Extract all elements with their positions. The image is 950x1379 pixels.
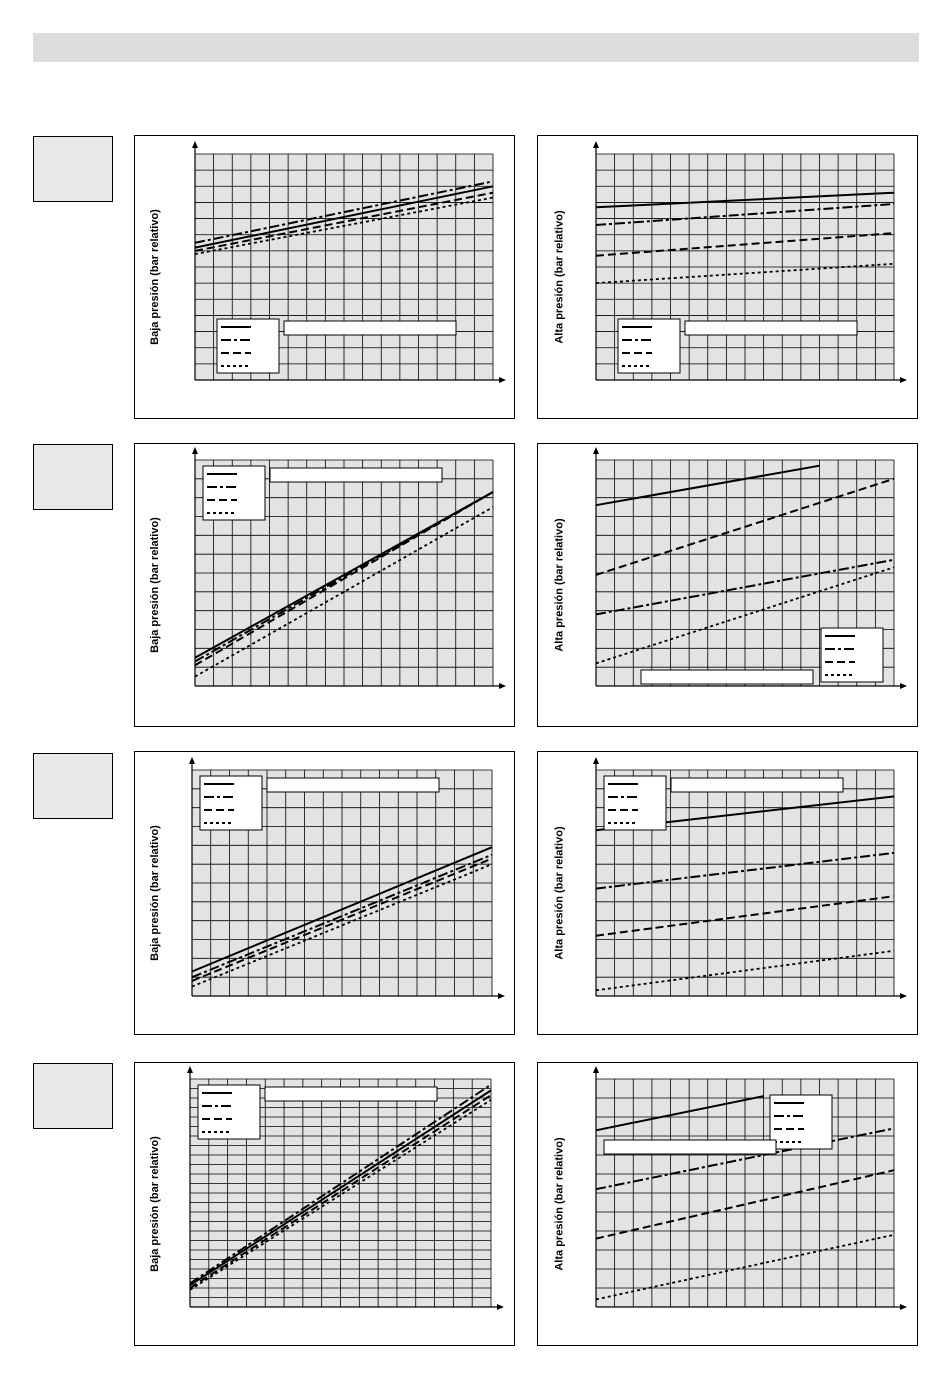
chart-svg bbox=[192, 447, 506, 689]
chart-svg bbox=[187, 1066, 504, 1310]
series-line-dash-dot bbox=[189, 1083, 492, 1285]
x-axis-arrow bbox=[900, 1304, 907, 1310]
chart-svg bbox=[189, 757, 505, 999]
row-marker-box-1 bbox=[33, 136, 113, 202]
chart-svg bbox=[593, 447, 907, 689]
row-marker-box-3 bbox=[33, 753, 113, 819]
legend-caption-box bbox=[264, 1086, 438, 1102]
chart-svg bbox=[593, 141, 907, 383]
series-line-dotted bbox=[595, 1233, 895, 1301]
legend-caption-box bbox=[684, 320, 858, 336]
series-line-dash-dot bbox=[191, 853, 493, 979]
series-line-dashed bbox=[595, 895, 895, 937]
chart-panel-row3-right: Alta presión (bar relativo) bbox=[537, 751, 918, 1035]
chart-panel-row2-left: Baja presión (bar relativo) bbox=[134, 443, 515, 727]
y-axis-label: Baja presión (bar relativo) bbox=[149, 517, 161, 653]
y-axis-arrow bbox=[593, 447, 599, 454]
series-line-dotted bbox=[595, 566, 895, 665]
series-line-dash-dot bbox=[194, 491, 494, 663]
series-line-solid bbox=[595, 1095, 764, 1132]
y-axis-arrow bbox=[593, 1066, 599, 1073]
legend-caption-box bbox=[269, 467, 443, 483]
series-line-dash-dot bbox=[595, 1127, 895, 1191]
chart-svg bbox=[593, 1066, 907, 1310]
chart-panel-row1-left: Baja presión (bar relativo) bbox=[134, 135, 515, 419]
legend-caption-box bbox=[640, 669, 814, 685]
series-line-dotted bbox=[595, 949, 895, 992]
y-axis-label: Baja presión (bar relativo) bbox=[149, 209, 161, 345]
grid bbox=[194, 153, 494, 381]
chart-svg bbox=[192, 141, 506, 383]
legend-caption-box bbox=[670, 777, 844, 793]
series-line-dotted bbox=[194, 196, 494, 255]
y-axis-arrow bbox=[192, 447, 198, 454]
header-band bbox=[33, 33, 919, 62]
y-axis-label: Alta presión (bar relativo) bbox=[554, 518, 567, 652]
chart-panel-row2-right: Alta presión (bar relativo) bbox=[537, 443, 918, 727]
series-line-dotted bbox=[189, 1099, 492, 1291]
y-axis-arrow bbox=[192, 141, 198, 148]
series-line-solid bbox=[191, 846, 493, 973]
series-line-dashed bbox=[194, 491, 494, 667]
y-axis-label: Baja presión (bar relativo) bbox=[149, 1136, 161, 1272]
grid bbox=[191, 769, 493, 997]
row-marker-box-2 bbox=[33, 444, 113, 510]
x-axis-arrow bbox=[499, 377, 506, 383]
y-axis-label: Alta presión (bar relativo) bbox=[554, 826, 567, 960]
series-line-dashed bbox=[595, 1169, 895, 1240]
series-line-dash-dot bbox=[595, 558, 895, 616]
series-line-dashed bbox=[595, 477, 895, 576]
series-line-dotted bbox=[595, 262, 895, 284]
series-line-dashed bbox=[595, 232, 895, 257]
chart-panel-row4-right: Alta presión (bar relativo) bbox=[537, 1062, 918, 1346]
chart-panel-row4-left: Baja presión (bar relativo) bbox=[134, 1062, 515, 1346]
chart-svg bbox=[593, 757, 907, 999]
y-axis-label: Baja presión (bar relativo) bbox=[149, 825, 161, 961]
series-line-dashed bbox=[191, 857, 493, 982]
legend-caption-box bbox=[283, 320, 457, 336]
series-line-solid bbox=[194, 185, 494, 249]
series-line-dash-dot bbox=[194, 180, 494, 244]
x-axis-arrow bbox=[497, 1304, 504, 1310]
chart-panel-row3-left: Baja presión (bar relativo) bbox=[134, 751, 515, 1035]
x-axis-arrow bbox=[498, 993, 505, 999]
x-axis-arrow bbox=[900, 683, 907, 689]
y-axis-label: Alta presión (bar relativo) bbox=[554, 210, 567, 344]
series-line-solid bbox=[595, 191, 895, 209]
y-axis-label: Alta presión (bar relativo) bbox=[554, 1137, 567, 1271]
series-line-dotted bbox=[191, 863, 493, 988]
legend-caption-box bbox=[603, 1139, 777, 1155]
x-axis-arrow bbox=[900, 993, 907, 999]
y-axis-arrow bbox=[593, 141, 599, 148]
series-line-dash-dot bbox=[595, 851, 895, 890]
y-axis-arrow bbox=[187, 1066, 193, 1073]
legend-caption-box bbox=[266, 777, 440, 793]
chart-panel-row1-right: Alta presión (bar relativo) bbox=[537, 135, 918, 419]
series-line-dash-dot bbox=[595, 203, 895, 226]
series-line-solid bbox=[595, 464, 820, 507]
series-line-solid bbox=[189, 1089, 492, 1287]
x-axis-arrow bbox=[499, 683, 506, 689]
series-line-dashed bbox=[194, 191, 494, 252]
row-marker-box-4 bbox=[33, 1063, 113, 1129]
y-axis-arrow bbox=[189, 757, 195, 764]
y-axis-arrow bbox=[593, 757, 599, 764]
x-axis-arrow bbox=[900, 377, 907, 383]
